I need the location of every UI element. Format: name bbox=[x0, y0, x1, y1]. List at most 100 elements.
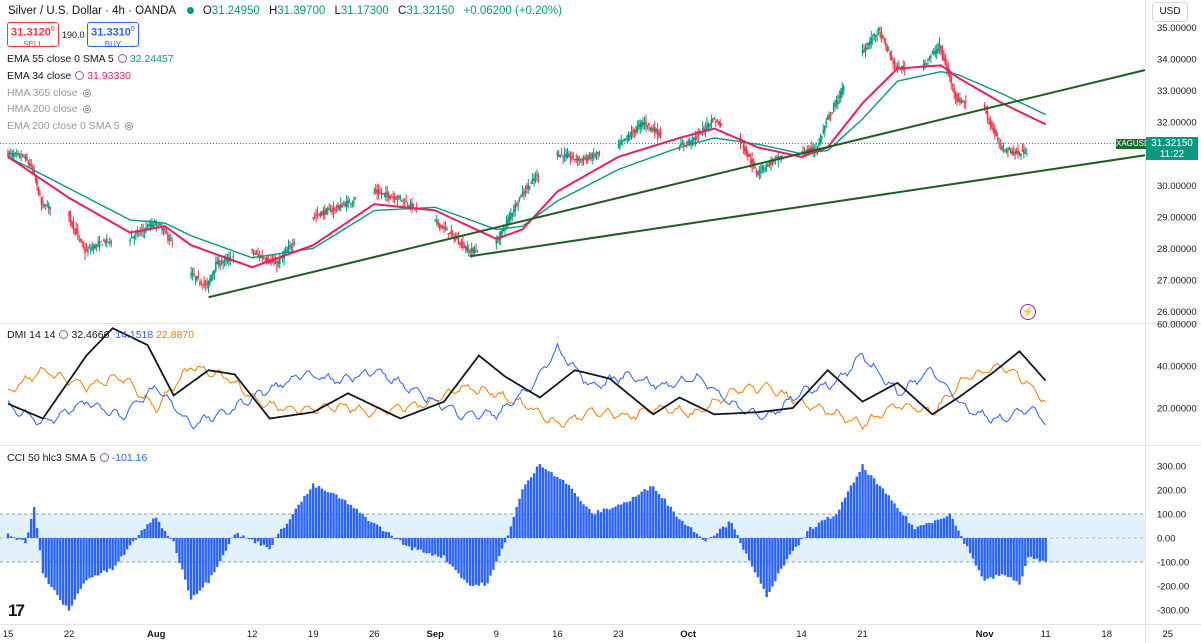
candle-body bbox=[206, 282, 208, 285]
cci-bar bbox=[405, 538, 408, 546]
candle-body bbox=[646, 125, 649, 128]
indicator-ema200[interactable]: EMA 200 close 0 SMA 5 ◎ bbox=[7, 120, 134, 132]
cci-bar bbox=[588, 508, 591, 538]
candle-body bbox=[653, 126, 656, 134]
candle-body bbox=[1004, 150, 1006, 152]
candle-body bbox=[1014, 151, 1016, 155]
cci-bar bbox=[326, 492, 329, 538]
settings-icon[interactable] bbox=[59, 330, 69, 339]
candle-body bbox=[876, 34, 878, 36]
cci-bar bbox=[675, 516, 678, 538]
cci-bar bbox=[111, 538, 114, 571]
indicator-hma200[interactable]: HMA 200 close ◎ bbox=[7, 103, 92, 115]
eye-hidden-icon[interactable]: ◎ bbox=[82, 104, 92, 115]
cci-legend[interactable]: CCI 50 hlc3 SMA 5 -101.16 bbox=[7, 452, 148, 464]
candle-body bbox=[867, 43, 870, 46]
candle-body bbox=[280, 257, 283, 259]
cci-bar bbox=[974, 538, 978, 566]
candle-body bbox=[948, 73, 951, 77]
dmi-axis-label: 40.00000 bbox=[1157, 362, 1197, 373]
candle-body bbox=[395, 198, 397, 200]
cci-bar bbox=[806, 531, 809, 538]
eye-hidden-icon[interactable]: ◎ bbox=[82, 88, 92, 99]
cci-bar bbox=[532, 473, 536, 538]
candle-body bbox=[167, 233, 169, 240]
candle-body bbox=[1012, 151, 1015, 154]
sell-button[interactable]: 31.31200 SELL bbox=[7, 22, 59, 49]
buy-button[interactable]: 31.33100 BUY bbox=[87, 22, 139, 49]
indicator-hma365[interactable]: HMA 365 close ◎ bbox=[7, 87, 92, 99]
symbol-title[interactable]: Silver / U.S. Dollar · 4h · OANDA bbox=[8, 5, 176, 17]
candle-body bbox=[232, 256, 235, 258]
cci-bar bbox=[50, 538, 53, 588]
candle-body bbox=[822, 129, 825, 134]
cci-axis-label: 200.00 bbox=[1157, 486, 1186, 497]
candle-body bbox=[899, 69, 902, 71]
cci-bar bbox=[277, 533, 280, 538]
currency-selector[interactable]: USD bbox=[1152, 2, 1188, 22]
candle-body bbox=[861, 49, 864, 54]
cci-axis-label: -100.00 bbox=[1157, 558, 1189, 569]
time-axis-label: 19 bbox=[308, 629, 319, 640]
candle-body bbox=[319, 212, 322, 217]
cci-bar bbox=[1044, 538, 1047, 562]
candle-body bbox=[877, 27, 880, 31]
candle-body bbox=[354, 198, 357, 200]
cci-bar bbox=[314, 487, 318, 538]
cci-bar bbox=[471, 538, 475, 587]
flash-icon[interactable]: ⚡ bbox=[1020, 304, 1036, 320]
cci-bar bbox=[216, 538, 219, 567]
settings-icon[interactable] bbox=[75, 71, 85, 80]
candle-body bbox=[108, 238, 111, 240]
candle-body bbox=[15, 153, 18, 155]
cci-bar bbox=[881, 488, 885, 538]
candle-body bbox=[446, 228, 448, 231]
candle-body bbox=[832, 107, 835, 110]
cci-bar bbox=[114, 538, 117, 566]
indicator-ema55[interactable]: EMA 55 close 0 SMA 5 32.24457 bbox=[7, 53, 174, 65]
candle-body bbox=[1021, 150, 1024, 152]
candle-body bbox=[697, 134, 700, 136]
candle-body bbox=[277, 260, 280, 264]
cci-bar bbox=[500, 538, 504, 549]
cci-bar bbox=[593, 514, 597, 538]
candle-body bbox=[151, 222, 153, 228]
cci-bar bbox=[684, 524, 687, 538]
candle-body bbox=[713, 118, 716, 120]
candle-body bbox=[944, 58, 947, 66]
cci-bar bbox=[76, 538, 79, 594]
candle-body bbox=[998, 142, 1000, 145]
cci-bar bbox=[410, 538, 414, 551]
cci-bar bbox=[442, 538, 446, 556]
cci-bar bbox=[913, 529, 917, 538]
candle-body bbox=[806, 149, 809, 153]
cci-bar bbox=[169, 538, 172, 539]
candle-body bbox=[405, 201, 408, 203]
candle-body bbox=[401, 200, 403, 202]
candle-body bbox=[874, 34, 877, 37]
candle-body bbox=[986, 110, 989, 119]
cci-bar bbox=[855, 476, 858, 538]
time-axis-label: 18 bbox=[1101, 629, 1112, 640]
eye-hidden-icon[interactable]: ◎ bbox=[124, 121, 134, 132]
candle-body bbox=[457, 238, 460, 244]
cci-bar bbox=[187, 538, 190, 591]
candle-body bbox=[935, 49, 938, 53]
settings-icon[interactable] bbox=[99, 453, 109, 462]
cci-bar bbox=[253, 538, 257, 544]
candle-body bbox=[273, 260, 275, 263]
cci-bar bbox=[201, 538, 204, 588]
dmi-legend[interactable]: DMI 14 14 32.4666 14.1518 22.8870 bbox=[7, 329, 195, 341]
candle-body bbox=[617, 144, 620, 146]
candle-body bbox=[960, 101, 963, 104]
candle-body bbox=[572, 155, 575, 157]
market-status-dot bbox=[186, 7, 194, 15]
settings-icon[interactable] bbox=[117, 54, 127, 63]
indicator-ema34[interactable]: EMA 34 close 31.93330 bbox=[7, 70, 131, 82]
candle-body bbox=[518, 196, 521, 200]
candle-body bbox=[159, 224, 162, 226]
candle-body bbox=[841, 88, 844, 95]
candle-body bbox=[880, 32, 883, 40]
cci-bar bbox=[143, 528, 146, 538]
